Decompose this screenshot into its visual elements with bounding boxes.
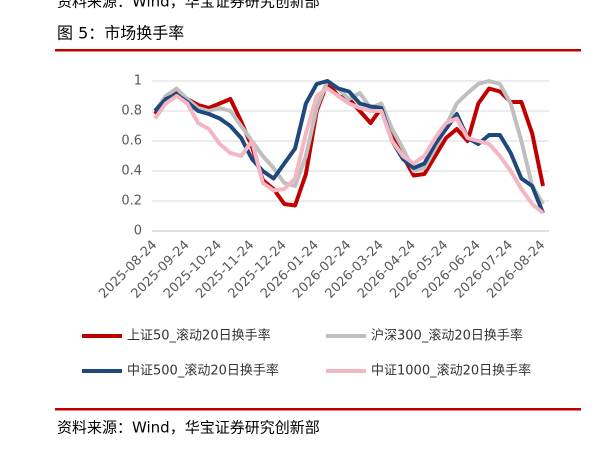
y-tick-label: 1 bbox=[134, 74, 142, 89]
legend-label: 沪深300_滚动20日换手率 bbox=[371, 328, 523, 344]
y-tick-label: 0.4 bbox=[121, 164, 142, 179]
top-source: 资料来源：Wind，华宝证券研究创新部 bbox=[57, 0, 320, 11]
source: 资料来源：Wind，华宝证券研究创新部 bbox=[57, 419, 320, 437]
y-tick-label: 0.6 bbox=[121, 134, 142, 149]
footer-rule bbox=[55, 408, 581, 411]
legend-label: 中证1000_滚动20日换手率 bbox=[371, 363, 531, 379]
series-line bbox=[153, 79, 545, 206]
y-tick-label: 0.2 bbox=[121, 194, 142, 209]
series-line bbox=[153, 86, 545, 215]
y-tick-label: 0 bbox=[134, 224, 142, 239]
series-line bbox=[153, 79, 545, 214]
y-tick-label: 0.8 bbox=[121, 104, 142, 119]
legend-label: 上证50_滚动20日换手率 bbox=[127, 328, 271, 344]
header-rule bbox=[55, 49, 581, 52]
chart-title: 图 5：市场换手率 bbox=[57, 24, 184, 43]
legend-label: 中证500_滚动20日换手率 bbox=[127, 363, 279, 379]
